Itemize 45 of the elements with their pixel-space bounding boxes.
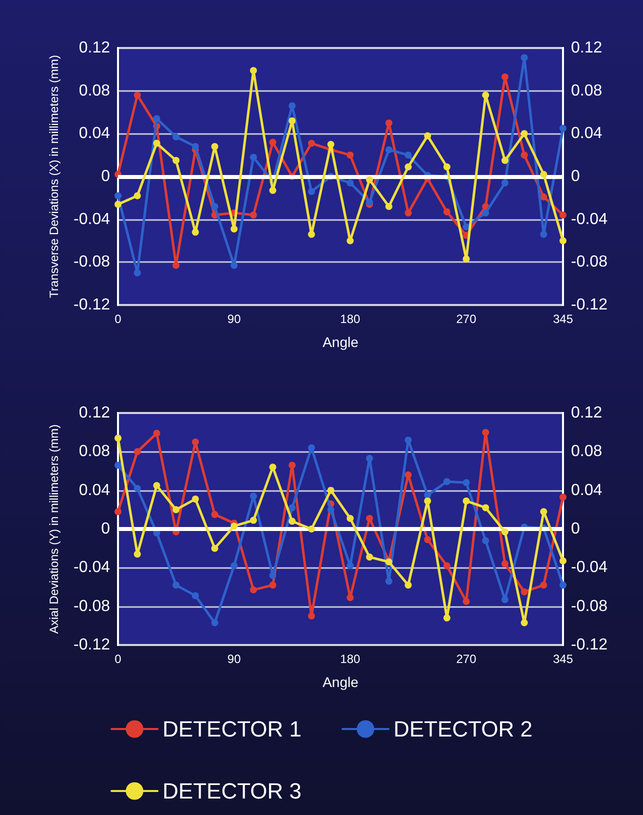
y2-tick-label: 0.12 xyxy=(571,404,602,422)
y2-tick-label: -0.04 xyxy=(571,559,608,576)
y-tick-label: -0.12 xyxy=(74,296,110,314)
legend-label: DETECTOR 1 xyxy=(162,716,302,742)
y-tick-label: 0.12 xyxy=(78,404,110,422)
x-axis-title: Angle xyxy=(322,674,359,690)
x-tick-label: 180 xyxy=(340,312,361,326)
y-tick-label: -0.04 xyxy=(74,559,110,576)
x-tick-label: 345 xyxy=(552,652,574,666)
x-tick-label: 0 xyxy=(114,312,122,326)
y2-tick-label: -0.08 xyxy=(571,598,608,615)
x-tick-label: 90 xyxy=(227,652,242,666)
x-tick-label: 0 xyxy=(114,652,122,666)
y2-tick-label: 0 xyxy=(571,168,580,185)
y2-tick-label: -0.12 xyxy=(571,636,608,654)
y-tick-label: -0.04 xyxy=(74,210,110,228)
legend-label: DETECTOR 3 xyxy=(162,778,302,804)
legend-label: DETECTOR 2 xyxy=(394,716,532,742)
x-tick-label: 180 xyxy=(340,652,361,666)
y-tick-label: -0.12 xyxy=(74,636,110,654)
y-tick-label: -0.08 xyxy=(74,254,110,271)
y2-tick-label: -0.04 xyxy=(571,210,608,228)
y-tick-label: 0 xyxy=(101,168,110,185)
x-tick-label: 90 xyxy=(227,312,242,326)
x-tick-label: 270 xyxy=(456,652,477,666)
x-tick-label: 345 xyxy=(552,312,574,326)
y-tick-label: 0 xyxy=(101,520,110,538)
y2-tick-label: 0.08 xyxy=(571,443,602,460)
y2-tick-label: 0 xyxy=(571,520,580,538)
y-tick-label: 0.08 xyxy=(78,82,110,100)
y-tick-label: 0.08 xyxy=(78,443,110,460)
y2-tick-label: 0.12 xyxy=(571,40,602,56)
y2-tick-label: -0.08 xyxy=(571,254,608,271)
y-tick-label: -0.08 xyxy=(74,598,110,615)
y-axis-title: Axial Deviations (Y) in millimeters (mm) xyxy=(47,424,61,634)
x-axis-title: Angle xyxy=(322,334,359,350)
y2-tick-label: 0.04 xyxy=(571,125,602,142)
x-tick-label: 270 xyxy=(456,312,477,326)
y2-tick-label: -0.12 xyxy=(571,296,608,314)
y-tick-label: 0.04 xyxy=(78,482,110,499)
y2-tick-label: 0.08 xyxy=(571,82,602,100)
y-tick-label: 0.04 xyxy=(78,125,110,142)
y-tick-label: 0.12 xyxy=(78,40,110,56)
y-axis-title: Transverse Deviations (X) in millimeters (mm) xyxy=(47,55,61,298)
y2-tick-label: 0.04 xyxy=(571,482,602,499)
